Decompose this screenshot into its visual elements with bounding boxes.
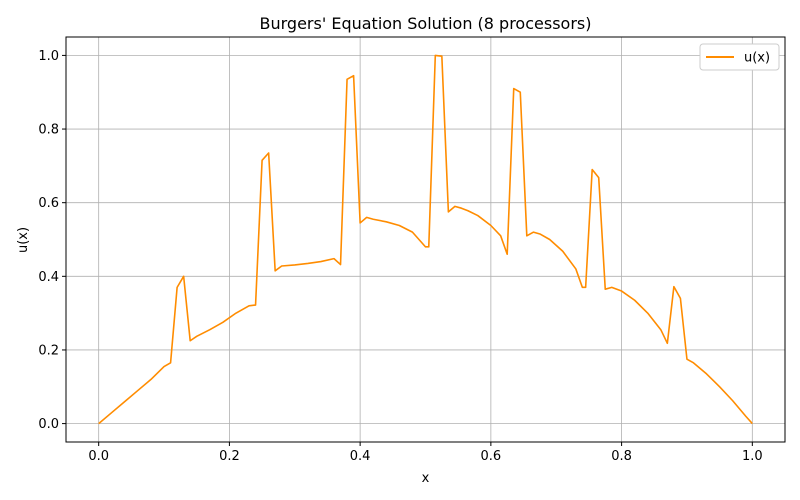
- legend-box: [699, 43, 780, 71]
- y-tick-label: 0.2: [38, 343, 59, 358]
- legend: u(x): [699, 43, 780, 71]
- y-tick-label: 0.0: [38, 417, 59, 432]
- chart-title: Burgers' Equation Solution (8 processors…: [260, 14, 592, 33]
- x-tick-label: 1.0: [742, 449, 763, 464]
- axes-frame: [65, 36, 786, 443]
- x-tick-label: 0.8: [611, 449, 632, 464]
- series-line-u: [98, 54, 753, 425]
- grid: [66, 37, 785, 442]
- x-tick-label: 0.6: [481, 449, 502, 464]
- legend-label-u: u(x): [744, 51, 770, 66]
- x-tick-label: 0.2: [219, 449, 240, 464]
- y-tick-label: 0.8: [38, 123, 59, 138]
- ticks: 0.0 0.2 0.4 0.6 0.8 1.0 0.0 0.2 0.4 0.6 0.8 1.0: [38, 49, 762, 464]
- y-tick-label: 0.6: [38, 196, 59, 211]
- x-tick-label: 0.0: [88, 449, 109, 464]
- plot-lines: [98, 54, 753, 425]
- y-tick-label: 1.0: [38, 49, 59, 64]
- y-tick-label: 0.4: [38, 270, 59, 285]
- x-axis-label: x: [422, 471, 430, 486]
- y-axis-label: u(x): [16, 227, 31, 253]
- x-tick-label: 0.4: [350, 449, 371, 464]
